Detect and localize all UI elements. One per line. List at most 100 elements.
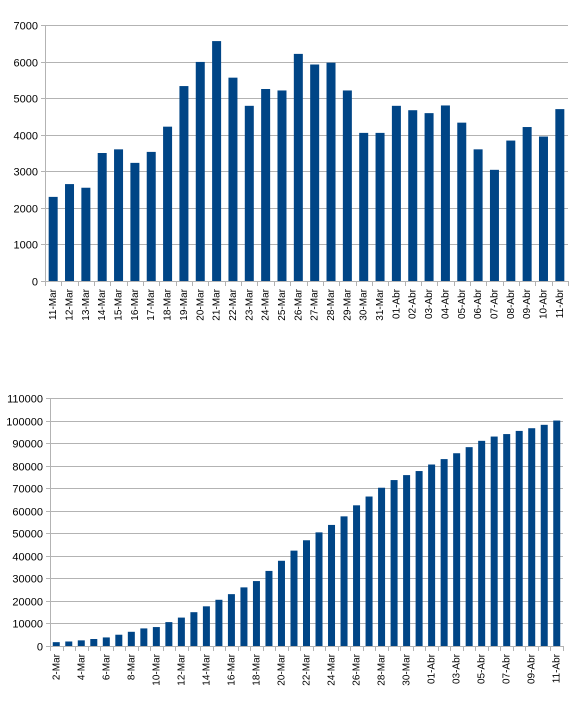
x-tick-label: 16-Mar [130, 288, 141, 320]
y-tick-label: 70000 [12, 484, 43, 496]
bar [190, 612, 198, 646]
bar [353, 505, 361, 646]
x-tick-label: 22-Mar [302, 653, 313, 685]
bar [293, 53, 303, 281]
x-tick-label: 4-Mar [76, 653, 87, 680]
bar [528, 428, 536, 646]
x-tick-label: 20-Mar [276, 653, 287, 685]
x-tick-label: 28-Mar [377, 653, 388, 685]
x-tick-label: 23-Mar [244, 288, 255, 320]
x-tick-label: 30-Mar [402, 653, 413, 685]
bar [127, 631, 135, 646]
bar [202, 606, 210, 646]
bar [179, 86, 189, 282]
bar [522, 127, 532, 281]
bar [424, 113, 434, 281]
bar [515, 430, 523, 646]
y-tick-label: 90000 [12, 439, 43, 451]
x-tick-label: 05-Abr [457, 288, 468, 319]
x-tick-label: 03-Abr [424, 288, 435, 319]
x-tick-label: 10-Mar [151, 653, 162, 685]
bar [303, 540, 310, 646]
bar [252, 581, 260, 646]
x-tick-label: 19-Mar [179, 288, 190, 320]
bar [315, 532, 323, 646]
bar [453, 453, 461, 646]
x-tick-label: 24-Mar [327, 653, 338, 685]
x-tick-label: 12-Mar [176, 653, 187, 685]
y-tick-label: 3000 [14, 167, 38, 179]
bar [390, 480, 398, 646]
bar [290, 550, 298, 646]
x-tick-label: 17-Mar [146, 288, 157, 320]
x-tick-label: 14-Mar [201, 653, 212, 685]
x-tick-label: 20-Mar [195, 288, 206, 320]
x-tick-label: 22-Mar [228, 288, 239, 320]
bar [342, 90, 352, 281]
x-tick-label: 16-Mar [226, 653, 237, 685]
bar [378, 487, 386, 646]
bar [77, 640, 85, 646]
bar [65, 184, 75, 281]
bar [478, 440, 486, 646]
bar [52, 642, 60, 646]
x-tick-label: 01-Abr [391, 288, 402, 319]
y-tick-label: 7000 [14, 21, 38, 33]
y-tick-label: 60000 [12, 507, 43, 519]
x-tick-label: 26-Mar [352, 653, 363, 685]
x-tick-label: 09-Abr [527, 653, 538, 684]
bar [553, 420, 561, 646]
bar [540, 424, 548, 646]
bar [457, 122, 467, 281]
y-tick-label: 30000 [12, 574, 43, 586]
x-tick-label: 07-Abr [489, 288, 500, 319]
bar [195, 61, 205, 282]
bar [81, 187, 91, 281]
bar [489, 169, 499, 281]
x-tick-label: 01-Abr [427, 653, 438, 684]
bar [326, 62, 336, 281]
x-tick-label: 07-Abr [502, 653, 513, 684]
bar [277, 90, 287, 281]
bar [212, 41, 222, 281]
bar [228, 77, 238, 281]
bar [114, 149, 124, 281]
bar [265, 570, 273, 646]
x-tick-label: 26-Mar [293, 288, 304, 320]
bar [215, 599, 223, 646]
bar [403, 475, 411, 646]
x-tick-label: 13-Mar [81, 288, 92, 320]
bar [48, 196, 58, 281]
bar [365, 496, 373, 646]
bar [244, 105, 254, 281]
x-tick-label: 14-Mar [97, 288, 108, 320]
y-tick-label: 5000 [14, 94, 38, 106]
bar [555, 109, 565, 281]
x-tick-label: 18-Mar [251, 653, 262, 685]
x-tick-label: 03-Abr [452, 653, 463, 684]
bar [538, 136, 548, 281]
x-tick-label: 2-Mar [51, 653, 62, 680]
y-tick-label: 40000 [12, 552, 43, 564]
x-tick-label: 11-Abr [555, 288, 566, 318]
bar [140, 628, 148, 646]
bar [359, 132, 369, 281]
bar [130, 162, 140, 281]
x-tick-label: 29-Mar [342, 288, 353, 320]
bar [503, 434, 511, 646]
x-tick-label: 28-Mar [326, 288, 337, 320]
x-tick-label: 09-Abr [522, 288, 533, 319]
x-tick-label: 11-Abr [552, 653, 563, 683]
bar [465, 447, 473, 646]
y-tick-label: 2000 [14, 204, 38, 216]
y-tick-label: 1000 [14, 240, 38, 252]
y-tick-label: 110000 [7, 394, 43, 406]
bar [177, 617, 185, 646]
bar [440, 459, 448, 646]
bar [428, 464, 436, 646]
x-tick-label: 21-Mar [212, 288, 223, 320]
y-tick-label: 0 [37, 642, 43, 654]
x-tick-label: 05-Abr [477, 653, 488, 684]
bar [240, 587, 248, 646]
x-tick-label: 11-Mar [48, 288, 59, 320]
